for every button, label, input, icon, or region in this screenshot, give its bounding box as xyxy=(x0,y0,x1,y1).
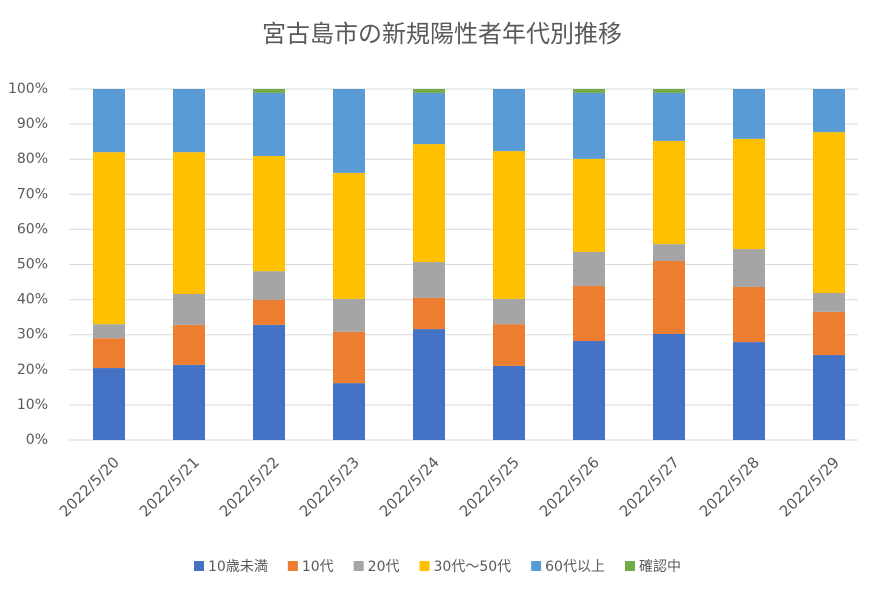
y-tick-label: 50% xyxy=(17,257,48,273)
bar-segment xyxy=(813,89,845,133)
x-tick-label: 2022/5/21 xyxy=(136,453,203,520)
legend: 10歳未満 10代 20代 30代～50代 60代以上 確認中 xyxy=(194,559,681,575)
bar-segment xyxy=(173,364,205,440)
legend-swatch xyxy=(194,561,205,571)
legend-swatch xyxy=(419,561,430,571)
y-tick-label: 90% xyxy=(17,116,48,132)
bar-segment xyxy=(733,89,765,139)
bar-segment xyxy=(253,89,285,93)
bar-segment xyxy=(333,298,365,332)
bar-segment xyxy=(653,260,685,334)
bar-segment xyxy=(653,333,685,440)
bar-segment xyxy=(173,324,205,365)
bar-segment xyxy=(493,365,525,440)
bar-segment xyxy=(733,342,765,440)
chart-title: 宮古島市の新規陽性者年代別推移 xyxy=(262,20,622,48)
x-tick-label: 2022/5/27 xyxy=(616,453,683,520)
bar-segment xyxy=(733,286,765,343)
bar-segment xyxy=(253,324,285,440)
bar-segment xyxy=(173,89,205,153)
legend-swatch xyxy=(353,561,364,571)
x-tick-label: 2022/5/20 xyxy=(56,453,123,520)
bar-segment xyxy=(493,89,525,152)
bar-segment xyxy=(573,89,605,93)
legend-label: 20代 xyxy=(368,559,400,575)
x-tick-label: 2022/5/22 xyxy=(216,453,283,520)
bar-segment xyxy=(653,89,685,93)
y-tick-label: 30% xyxy=(17,327,48,343)
bar-segment xyxy=(413,297,445,330)
bar-segment xyxy=(493,324,525,366)
legend-label: 60代以上 xyxy=(545,559,605,575)
legend-label: 10代 xyxy=(302,559,334,575)
bar-segment xyxy=(93,89,125,153)
bar-segment xyxy=(173,152,205,294)
bar-segment xyxy=(813,292,845,312)
legend-swatch xyxy=(287,561,298,571)
y-tick-label: 60% xyxy=(17,221,48,237)
bar-segment xyxy=(813,355,845,440)
bar-segment xyxy=(413,92,445,145)
y-tick-label: 10% xyxy=(17,397,48,413)
bar-segment xyxy=(413,144,445,263)
y-tick-label: 20% xyxy=(17,362,48,378)
bar-segment xyxy=(93,324,125,339)
y-tick-label: 70% xyxy=(17,186,48,202)
bar-segment xyxy=(653,140,685,245)
bar-segment xyxy=(333,172,365,299)
bar-segment xyxy=(173,293,205,325)
x-tick-label: 2022/5/25 xyxy=(456,453,523,520)
bar-segment xyxy=(413,89,445,93)
bar-segment xyxy=(573,285,605,342)
legend-swatch xyxy=(531,561,542,571)
bar-segment xyxy=(573,251,605,286)
bar-segment xyxy=(413,329,445,440)
bar-segment xyxy=(253,271,285,300)
legend-label: 10歳未満 xyxy=(208,559,268,575)
bar-segment xyxy=(653,92,685,141)
x-tick-label: 2022/5/28 xyxy=(696,453,763,520)
y-tick-label: 0% xyxy=(26,432,48,448)
bar-segment xyxy=(333,331,365,384)
bar-segment xyxy=(733,138,765,250)
bar-segment xyxy=(333,89,365,173)
bar-segment xyxy=(333,383,365,440)
legend-swatch xyxy=(624,561,635,571)
bar-segment xyxy=(493,298,525,325)
bar-segment xyxy=(93,152,125,325)
bar-segment xyxy=(253,156,285,272)
legend-label: 確認中 xyxy=(639,559,681,575)
y-tick-label: 100% xyxy=(8,81,48,97)
bar-segment xyxy=(493,151,525,299)
bar-segment xyxy=(813,132,845,293)
bar-segment xyxy=(813,311,845,356)
bar-segment xyxy=(573,341,605,440)
bar-segment xyxy=(573,158,605,252)
bar-segment xyxy=(733,249,765,287)
y-tick-label: 40% xyxy=(17,292,48,308)
x-tick-label: 2022/5/24 xyxy=(376,453,443,520)
x-tick-label: 2022/5/23 xyxy=(296,453,363,520)
y-tick-label: 80% xyxy=(17,151,48,167)
x-tick-label: 2022/5/26 xyxy=(536,453,603,520)
bar-segment xyxy=(573,92,605,159)
bar-segment xyxy=(413,262,445,298)
bar-segment xyxy=(253,92,285,157)
bar-segment xyxy=(93,368,125,440)
bar-segment xyxy=(653,244,685,261)
legend-label: 30代～50代 xyxy=(434,559,512,575)
bar-segment xyxy=(93,338,125,369)
x-tick-label: 2022/5/29 xyxy=(776,453,843,520)
bar-segment xyxy=(253,299,285,325)
